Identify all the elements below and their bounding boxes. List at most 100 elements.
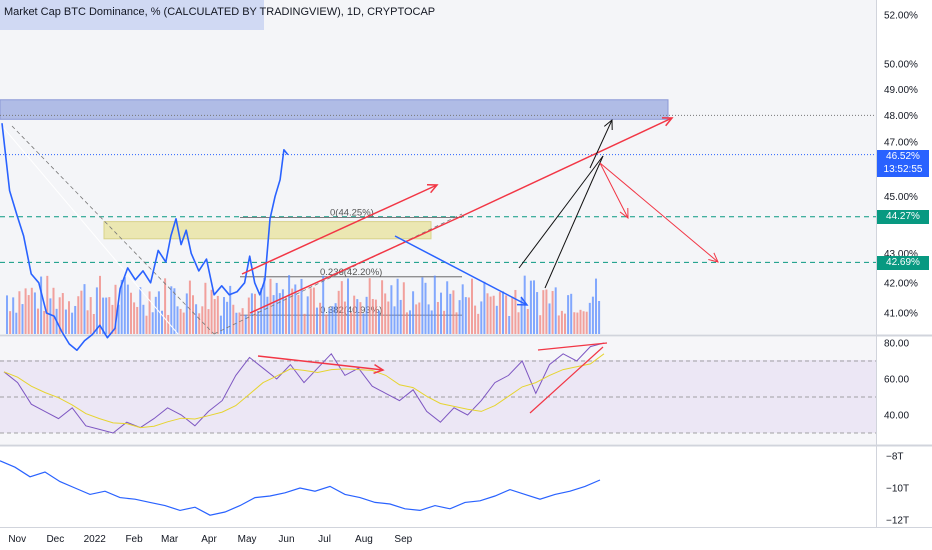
resistance-zone xyxy=(0,99,669,120)
price-tick-label: 43.00% xyxy=(884,249,918,260)
volume-bar xyxy=(250,293,253,334)
volume-bar xyxy=(306,296,309,334)
volume-bar xyxy=(192,295,194,334)
time-tick-label: Mar xyxy=(161,534,179,545)
volume-bar xyxy=(517,312,520,334)
down-channel-line xyxy=(1,125,179,335)
rsi-tick-label: 80.00 xyxy=(884,339,909,350)
volume-bar xyxy=(52,287,55,334)
volume-bar xyxy=(415,304,418,334)
volume-bar xyxy=(126,284,129,334)
volume-bar xyxy=(421,277,424,334)
rsi-pane[interactable] xyxy=(0,342,876,434)
volume-bar xyxy=(356,299,359,334)
volume-bar xyxy=(303,313,306,334)
volume-bar xyxy=(167,314,170,334)
volume-bar xyxy=(405,312,408,334)
price-tick-label: 47.00% xyxy=(884,137,918,148)
volume-bar xyxy=(498,292,501,334)
volume-bar xyxy=(232,304,235,334)
volume-bar xyxy=(117,304,120,334)
volume-bar xyxy=(58,297,61,334)
wedge-line xyxy=(518,155,604,269)
rsi-wedge-line xyxy=(537,342,608,351)
rsi-tick-label: 60.00 xyxy=(884,375,909,386)
volume-bar xyxy=(37,308,39,334)
volume-bar xyxy=(474,305,477,334)
symbol-title[interactable]: Market Cap BTC Dominance, % (CALCULATED … xyxy=(4,6,436,18)
time-tick-label: Nov xyxy=(8,534,26,545)
volume-bar xyxy=(102,297,105,334)
volume-bar xyxy=(390,285,393,334)
dashed-trend-line xyxy=(213,213,463,335)
dashed-trend-line xyxy=(11,125,215,335)
wedge-line xyxy=(544,155,604,289)
volume-bar xyxy=(502,291,504,334)
oscillator-pane-background xyxy=(0,447,876,527)
volume-bar xyxy=(520,297,523,334)
volume-bar xyxy=(328,308,331,334)
time-tick-label: Dec xyxy=(46,534,64,545)
volume-bar xyxy=(529,280,532,334)
volume-bar xyxy=(319,302,322,334)
volume-bar xyxy=(95,287,98,334)
volume-bar xyxy=(80,290,83,334)
price-tick-label: 42.00% xyxy=(884,278,918,289)
volume-bar xyxy=(334,303,337,334)
volume-bar xyxy=(387,301,390,334)
volume-bar xyxy=(560,310,563,334)
volume-bar xyxy=(505,295,508,334)
volume-bar xyxy=(285,297,287,334)
volume-bar xyxy=(288,275,291,334)
volume-bar xyxy=(595,278,597,334)
volume-bar xyxy=(350,312,353,334)
oscillator-pane[interactable] xyxy=(0,460,601,516)
volume-bar xyxy=(291,288,294,334)
volume-bar xyxy=(188,280,191,334)
price-tick-label: 45.00% xyxy=(884,192,918,203)
volume-bar xyxy=(244,314,247,334)
volume-bar xyxy=(15,312,18,334)
volume-bar xyxy=(365,296,368,334)
volume-bar xyxy=(257,310,260,334)
volume-bar xyxy=(179,308,182,334)
volume-bar xyxy=(130,292,132,334)
volume-bar xyxy=(142,304,145,334)
volume-bar xyxy=(201,306,204,334)
volume-bar xyxy=(164,278,167,334)
volume-bar xyxy=(343,301,346,334)
volume-bar xyxy=(108,297,111,334)
volume-bar xyxy=(176,306,179,334)
volume-bar xyxy=(433,275,436,334)
main-trendline-arrow xyxy=(461,117,673,217)
volume-bar xyxy=(278,293,281,334)
volume-bar xyxy=(418,302,421,334)
volume-bar xyxy=(511,296,514,334)
volume-bar xyxy=(77,296,80,334)
volume-bar xyxy=(247,297,250,334)
volume-bar xyxy=(114,284,117,334)
volume-bar xyxy=(12,297,15,334)
downtrend-arrow xyxy=(394,235,528,306)
main-trendline-arrow-head xyxy=(661,117,674,127)
volume-bar xyxy=(195,304,198,334)
volume-bar xyxy=(396,278,399,334)
wedge-arrow-head xyxy=(603,118,613,131)
main-pane[interactable]: 0(44.25%) 0.236(42.20%) 0.382(40.93%) xyxy=(0,99,876,352)
volume-bar xyxy=(297,294,300,334)
volume-bar xyxy=(446,281,449,334)
volume-bar xyxy=(105,297,108,334)
level-tag-42: 42.69% xyxy=(877,256,929,270)
volume-bar xyxy=(226,301,229,334)
volume-bar xyxy=(322,275,325,334)
volume-bar xyxy=(526,308,529,334)
volume-bar xyxy=(455,312,458,334)
volume-bar xyxy=(136,306,139,334)
volume-bar xyxy=(154,296,157,334)
volume-bar xyxy=(123,277,126,334)
rsi-tick-label: 40.00 xyxy=(884,411,909,422)
volume-bar xyxy=(92,313,95,334)
time-tick-label: Sep xyxy=(394,534,412,545)
volume-bar xyxy=(542,290,545,334)
